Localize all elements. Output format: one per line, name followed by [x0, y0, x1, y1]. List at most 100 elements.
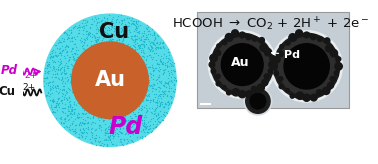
Point — [49, 49, 55, 52]
Point — [71, 36, 77, 39]
Point — [160, 41, 166, 44]
Point — [124, 142, 130, 144]
Point — [101, 30, 107, 33]
Point — [152, 125, 158, 128]
Point — [151, 110, 157, 113]
Point — [110, 135, 116, 137]
Point — [150, 74, 156, 77]
Point — [136, 104, 142, 107]
Point — [64, 44, 70, 46]
Point — [103, 137, 109, 140]
Point — [43, 94, 49, 96]
Point — [130, 133, 136, 136]
Point — [141, 105, 147, 108]
Point — [66, 110, 72, 113]
Point — [147, 124, 153, 127]
Point — [157, 68, 163, 70]
Point — [139, 137, 145, 140]
Point — [69, 90, 75, 93]
Text: Pd: Pd — [272, 50, 300, 60]
Point — [43, 82, 49, 84]
Point — [96, 127, 102, 130]
Point — [91, 34, 98, 37]
Circle shape — [217, 44, 220, 48]
Point — [75, 25, 81, 28]
Point — [55, 68, 61, 71]
Point — [129, 21, 135, 24]
Point — [146, 39, 152, 42]
Point — [123, 30, 129, 32]
Point — [156, 63, 163, 65]
Point — [94, 31, 100, 34]
Point — [161, 92, 167, 94]
Point — [145, 131, 151, 133]
Circle shape — [303, 94, 310, 101]
Point — [152, 88, 158, 90]
Point — [108, 141, 114, 144]
Point — [150, 78, 156, 80]
Point — [112, 27, 118, 30]
Point — [149, 66, 155, 68]
Point — [112, 41, 118, 44]
Point — [139, 54, 145, 57]
Point — [154, 105, 160, 108]
Point — [155, 114, 161, 116]
Point — [57, 41, 63, 43]
Point — [152, 66, 158, 69]
Point — [49, 86, 55, 89]
Point — [167, 62, 173, 64]
Point — [135, 46, 141, 48]
Point — [115, 134, 121, 137]
Point — [110, 123, 116, 125]
Point — [44, 65, 50, 67]
Point — [156, 104, 163, 107]
Point — [107, 138, 113, 141]
Point — [150, 83, 156, 85]
Point — [161, 46, 167, 49]
Point — [155, 75, 161, 78]
Point — [116, 119, 122, 121]
Point — [157, 57, 163, 60]
Point — [85, 111, 91, 113]
Point — [82, 19, 88, 22]
Point — [169, 63, 175, 65]
Point — [69, 109, 75, 112]
Point — [79, 45, 85, 47]
Point — [45, 90, 51, 93]
Point — [140, 43, 146, 45]
Circle shape — [324, 38, 330, 43]
Point — [169, 81, 175, 84]
Point — [51, 99, 57, 102]
Point — [77, 134, 84, 136]
Point — [73, 48, 79, 51]
Point — [50, 86, 56, 89]
Circle shape — [226, 91, 231, 95]
Text: 2+: 2+ — [25, 71, 38, 80]
Point — [86, 112, 92, 115]
Point — [165, 89, 171, 92]
Point — [102, 20, 108, 23]
Point — [127, 120, 133, 122]
Point — [131, 35, 137, 37]
Point — [48, 53, 54, 56]
Point — [114, 128, 120, 131]
Point — [95, 139, 101, 142]
Point — [71, 25, 77, 28]
Point — [69, 109, 75, 111]
Point — [84, 30, 90, 33]
Circle shape — [246, 91, 253, 98]
Text: Cu: Cu — [99, 21, 129, 41]
Point — [157, 110, 163, 112]
Point — [118, 137, 124, 140]
Point — [67, 34, 73, 36]
Point — [54, 73, 60, 75]
Point — [46, 63, 52, 65]
Point — [120, 126, 126, 129]
Point — [153, 79, 159, 81]
Point — [65, 114, 71, 116]
Point — [48, 106, 54, 109]
Point — [161, 106, 167, 108]
Point — [106, 135, 112, 138]
Point — [162, 64, 168, 67]
Point — [69, 107, 75, 110]
